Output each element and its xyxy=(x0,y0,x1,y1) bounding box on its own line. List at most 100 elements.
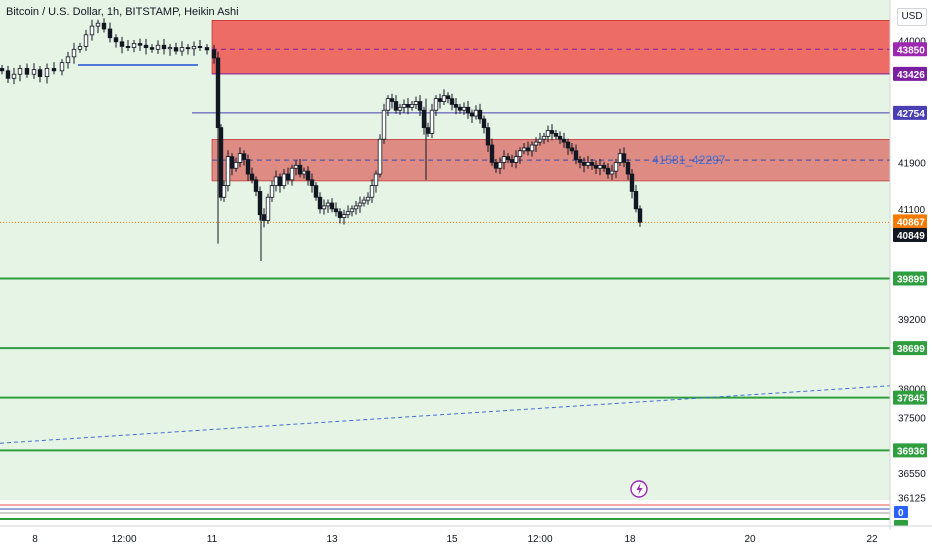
candle[interactable] xyxy=(401,104,407,108)
candle[interactable] xyxy=(161,44,167,50)
candle[interactable] xyxy=(313,185,319,198)
candle[interactable] xyxy=(405,104,411,108)
candle[interactable] xyxy=(557,135,563,140)
candle[interactable] xyxy=(285,173,291,181)
candle[interactable] xyxy=(417,101,423,111)
candle[interactable] xyxy=(293,164,299,169)
candle[interactable] xyxy=(461,106,467,111)
price-tag[interactable] xyxy=(893,341,927,356)
candle[interactable] xyxy=(457,106,463,111)
currency-label[interactable]: USD xyxy=(897,8,927,26)
candle[interactable] xyxy=(44,68,50,77)
candle[interactable] xyxy=(449,98,455,105)
candle[interactable] xyxy=(337,211,343,218)
candle[interactable] xyxy=(59,62,65,72)
candle[interactable] xyxy=(561,138,567,143)
candle[interactable] xyxy=(309,179,315,187)
candle[interactable] xyxy=(357,202,363,207)
candle[interactable] xyxy=(537,138,543,143)
candle[interactable] xyxy=(365,196,371,201)
candle[interactable] xyxy=(493,162,499,169)
candle[interactable] xyxy=(101,22,107,30)
price-tag[interactable] xyxy=(893,105,927,120)
candle[interactable] xyxy=(185,47,191,50)
candle[interactable] xyxy=(71,48,77,58)
candle[interactable] xyxy=(221,185,227,198)
candle[interactable] xyxy=(0,68,5,72)
candle[interactable] xyxy=(113,37,119,43)
candle[interactable] xyxy=(229,156,235,169)
candle[interactable] xyxy=(5,70,11,79)
candle[interactable] xyxy=(289,167,295,181)
candle[interactable] xyxy=(421,109,427,129)
candle[interactable] xyxy=(125,46,131,48)
candle[interactable] xyxy=(269,185,275,198)
price-tag[interactable] xyxy=(893,66,927,81)
candle[interactable] xyxy=(377,138,383,175)
candle[interactable] xyxy=(345,211,351,216)
candle[interactable] xyxy=(179,47,185,52)
candle[interactable] xyxy=(429,109,435,134)
candle[interactable] xyxy=(553,133,559,137)
candle[interactable] xyxy=(509,159,515,163)
candle[interactable] xyxy=(361,199,367,204)
candle[interactable] xyxy=(369,185,375,198)
candle[interactable] xyxy=(381,109,387,140)
candle[interactable] xyxy=(609,170,615,175)
candle[interactable] xyxy=(237,153,243,163)
candle[interactable] xyxy=(225,156,231,187)
candle[interactable] xyxy=(573,150,579,160)
candle[interactable] xyxy=(17,68,23,75)
candle[interactable] xyxy=(211,49,217,59)
candle[interactable] xyxy=(249,173,255,181)
candle[interactable] xyxy=(481,118,487,129)
candle[interactable] xyxy=(625,162,631,175)
candle[interactable] xyxy=(233,162,239,169)
candle[interactable] xyxy=(597,164,603,169)
candle[interactable] xyxy=(453,104,459,108)
candle[interactable] xyxy=(441,95,447,102)
candle[interactable] xyxy=(173,47,179,52)
candle[interactable] xyxy=(521,147,527,152)
candle[interactable] xyxy=(621,153,627,163)
candle[interactable] xyxy=(397,106,403,111)
candle[interactable] xyxy=(241,153,247,160)
candle[interactable] xyxy=(353,205,359,210)
price-tag[interactable] xyxy=(893,42,927,57)
candle[interactable] xyxy=(601,164,607,169)
candle[interactable] xyxy=(565,141,571,149)
candle[interactable] xyxy=(445,95,451,100)
candle[interactable] xyxy=(541,135,547,140)
candle[interactable] xyxy=(197,46,203,48)
candle[interactable] xyxy=(245,159,251,175)
candle[interactable] xyxy=(489,144,495,163)
price-axis[interactable] xyxy=(890,0,932,530)
candle[interactable] xyxy=(569,147,575,152)
price-tag[interactable] xyxy=(893,390,927,405)
candle[interactable] xyxy=(605,167,611,175)
candle[interactable] xyxy=(437,98,443,102)
candle[interactable] xyxy=(529,144,535,152)
candle[interactable] xyxy=(37,69,43,77)
candle[interactable] xyxy=(301,170,307,175)
candle[interactable] xyxy=(505,156,511,160)
candle[interactable] xyxy=(525,147,531,152)
candle[interactable] xyxy=(473,109,479,117)
symbol-title[interactable]: Bitcoin / U.S. Dollar, 1h, BITSTAMP, Hei… xyxy=(6,6,239,18)
candle[interactable] xyxy=(633,191,639,210)
candle[interactable] xyxy=(261,214,267,221)
candle[interactable] xyxy=(393,101,399,111)
candle[interactable] xyxy=(143,44,149,48)
candle[interactable] xyxy=(83,34,89,47)
candle[interactable] xyxy=(433,98,439,111)
candle[interactable] xyxy=(577,159,583,163)
candle[interactable] xyxy=(273,176,279,187)
candle[interactable] xyxy=(485,127,491,146)
candle[interactable] xyxy=(167,47,173,50)
candle[interactable] xyxy=(581,162,587,166)
candle[interactable] xyxy=(585,162,591,166)
candle[interactable] xyxy=(465,106,471,114)
candle[interactable] xyxy=(629,173,635,192)
candle[interactable] xyxy=(385,98,391,111)
